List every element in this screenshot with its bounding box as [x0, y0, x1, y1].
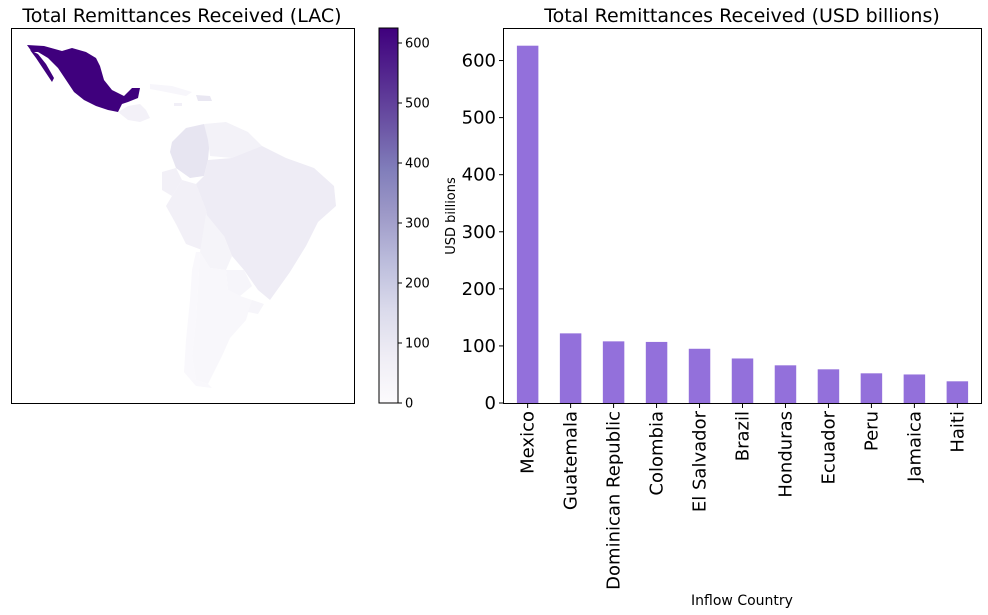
x-tick-label: El Salvador — [690, 410, 711, 512]
colorbar-tick-label: 0 — [405, 397, 413, 412]
colorbar-tick-label: 500 — [405, 97, 430, 112]
y-tick-label: 500 — [462, 108, 496, 129]
map-countries — [27, 45, 336, 388]
x-axis-label: Inflow Country — [691, 593, 793, 609]
country-chile — [184, 252, 212, 388]
x-tick-label: Colombia — [647, 411, 668, 496]
country-cuba — [150, 84, 192, 96]
bar-dominican-republic — [602, 341, 625, 403]
bar-haiti — [946, 381, 969, 403]
colorbar-label: USD billions — [444, 177, 459, 255]
country-central-america — [118, 104, 150, 122]
country-hispaniola — [196, 95, 212, 101]
y-tick-label: 600 — [462, 51, 496, 72]
country-venezuela — [204, 122, 262, 158]
bar-honduras — [774, 365, 797, 403]
x-tick-label: Guatemala — [561, 411, 582, 510]
country-ecuador — [162, 168, 182, 196]
bar-guatemala — [559, 333, 582, 403]
x-axis: Mexico Guatemala Dominican Republic Colombi… — [518, 403, 968, 590]
country-mexico — [27, 45, 140, 112]
colorbar: 0 100 200 300 400 500 600 USD billions — [378, 27, 459, 412]
colorbar-gradient — [378, 27, 399, 404]
colorbar-tick-label: 600 — [405, 37, 430, 52]
colorbar-tick-label: 100 — [405, 337, 430, 352]
country-uruguay — [248, 300, 264, 314]
bar-jamaica — [903, 374, 926, 403]
country-paraguay — [226, 270, 252, 296]
bars — [516, 45, 969, 404]
colorbar-ticks: 0 100 200 300 400 500 600 — [398, 37, 430, 412]
colorbar-tick-label: 400 — [405, 157, 430, 172]
bar-peru — [860, 373, 883, 403]
country-argentina — [192, 252, 252, 384]
bar-brazil — [731, 358, 754, 403]
bar-chart-title: Total Remittances Received (USD billions… — [543, 5, 940, 27]
x-tick-label: Ecuador — [818, 410, 839, 484]
country-peru — [166, 180, 210, 250]
bar-mexico — [516, 45, 539, 404]
bar-el-salvador — [688, 348, 711, 403]
y-tick-label: 400 — [462, 165, 496, 186]
x-tick-label: Dominican Republic — [604, 411, 625, 590]
x-tick-label: Peru — [861, 411, 882, 451]
x-tick-label: Haiti — [947, 411, 968, 453]
x-tick-label: Brazil — [733, 411, 754, 461]
country-brazil — [196, 146, 336, 300]
y-tick-label: 300 — [462, 222, 496, 243]
x-tick-label: Jamaica — [904, 411, 925, 483]
y-tick-label: 100 — [462, 336, 496, 357]
x-tick-label: Honduras — [775, 411, 796, 498]
bar-panel: Total Remittances Received (USD billions… — [462, 5, 982, 609]
bar-ecuador — [817, 369, 840, 403]
bar-colombia — [645, 341, 668, 403]
y-tick-label: 200 — [462, 279, 496, 300]
colorbar-tick-label: 200 — [405, 277, 430, 292]
country-baja-california — [30, 50, 54, 82]
country-colombia — [170, 124, 210, 178]
y-tick-label: 0 — [485, 393, 496, 414]
country-jamaica — [174, 103, 182, 106]
y-axis: 0 100 200 300 400 500 600 — [462, 51, 504, 414]
map-title: Total Remittances Received (LAC) — [21, 5, 341, 27]
colorbar-tick-label: 300 — [405, 217, 430, 232]
map-panel: Total Remittances Received (LAC) — [11, 5, 355, 404]
x-tick-label: Mexico — [518, 411, 539, 474]
country-bolivia — [200, 214, 232, 270]
